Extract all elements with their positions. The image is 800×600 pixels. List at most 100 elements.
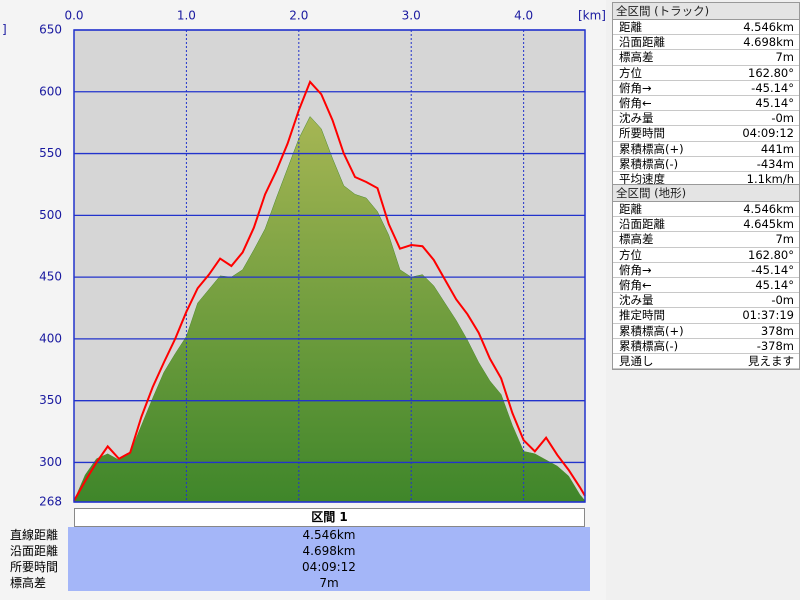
panel-row: 沿面距離 4.645km xyxy=(613,217,799,233)
panel-row: 俯角→ -45.14° xyxy=(613,81,799,96)
row-value: -0m xyxy=(771,111,794,126)
terrain-area xyxy=(73,116,586,503)
row-label: 累積標高(+) xyxy=(619,323,684,338)
row-label: 俯角→ xyxy=(619,80,652,95)
row-label: 沿面距離 xyxy=(619,35,665,50)
row-value: 04:09:12 xyxy=(742,126,794,141)
row-value: 4.546km xyxy=(743,20,794,34)
track-line xyxy=(73,80,586,502)
x-unit-label: [km] xyxy=(578,9,606,23)
row-label: 累積標高(-) xyxy=(619,156,679,171)
panel-row: 俯角→ -45.14° xyxy=(613,263,799,278)
x-tick-label: 4.0 xyxy=(514,9,533,23)
panel-row: 距離 4.546km xyxy=(613,20,799,36)
row-value: -45.14° xyxy=(751,80,794,95)
row-value: 1.1km/h xyxy=(746,171,794,186)
section-label: 標高差 xyxy=(10,576,47,590)
row-value: -378m xyxy=(756,338,794,353)
panel-row: 沈み量 -0m xyxy=(613,111,799,127)
panel-title: 全区間 (地形) xyxy=(613,185,799,202)
section-title: 区間 1 xyxy=(74,508,585,527)
section-table: 区間 1 直線距離 4.546km 沿面距離 4.698km 所要時間 04:09:12 標高… xyxy=(0,506,606,600)
row-label: 方位 xyxy=(619,65,642,80)
section-value: 4.546km xyxy=(68,527,590,543)
y-tick-label: 400 xyxy=(39,331,62,345)
panel-row: 俯角← 45.14° xyxy=(613,277,799,294)
panel-row: 見通し 見えます xyxy=(613,353,799,370)
row-label: 俯角← xyxy=(619,95,652,110)
row-label: 距離 xyxy=(619,202,642,216)
x-tick-label: 1.0 xyxy=(177,9,196,23)
row-label: 標高差 xyxy=(619,232,654,247)
row-value: -45.14° xyxy=(751,262,794,277)
y-tick-label: 500 xyxy=(39,208,62,222)
x-tick-label: 0.0 xyxy=(64,9,83,23)
row-value: 見えます xyxy=(748,353,794,368)
row-label: 見通し xyxy=(619,353,654,368)
row-label: 距離 xyxy=(619,20,642,34)
panel-row: 所要時間 04:09:12 xyxy=(613,126,799,142)
row-value: -434m xyxy=(756,156,794,171)
section-value: 7m xyxy=(68,575,590,591)
row-label: 沈み量 xyxy=(619,111,654,126)
y-tick-label: 450 xyxy=(39,270,62,284)
panel-title: 全区間 (トラック) xyxy=(613,3,799,20)
panel-row: 累積標高(-) -434m xyxy=(613,157,799,172)
section-label: 所要時間 xyxy=(10,560,59,574)
row-value: 45.14° xyxy=(755,277,794,292)
terrain-panel: 全区間 (地形) 距離 4.546km 沿面距離 4.645km 標高差 7m 方位 162.8… xyxy=(612,184,800,371)
y-tick-label: 350 xyxy=(39,393,62,407)
row-label: 累積標高(-) xyxy=(619,338,679,353)
row-value: 162.80° xyxy=(748,65,794,80)
track-panel: 全区間 (トラック) 距離 4.546km 沿面距離 4.698km 標高差 7m 方位 162… xyxy=(612,2,800,189)
row-value: 7m xyxy=(775,50,794,65)
row-label: 累積標高(+) xyxy=(619,141,684,156)
y-tick-label: 650 xyxy=(39,23,62,37)
section-value: 4.698km xyxy=(68,543,590,559)
y-tick-label: 300 xyxy=(39,455,62,469)
row-value: -0m xyxy=(771,293,794,308)
section-label: 沿面距離 xyxy=(10,544,59,558)
row-label: 推定時間 xyxy=(619,308,665,323)
section-label: 直線距離 xyxy=(10,528,59,542)
row-label: 標高差 xyxy=(619,50,654,65)
panel-row: 方位 162.80° xyxy=(613,66,799,81)
row-value: 4.546km xyxy=(743,202,794,216)
row-value: 378m xyxy=(760,323,794,338)
panel-row: 累積標高(+) 441m xyxy=(613,142,799,157)
panel-row: 沿面距離 4.698km xyxy=(613,35,799,51)
x-tick-label: 2.0 xyxy=(289,9,308,23)
row-value: 01:37:19 xyxy=(742,308,794,323)
panel-row: 標高差 7m xyxy=(613,50,799,66)
row-label: 沿面距離 xyxy=(619,217,665,232)
panel-row: 累積標高(+) 378m xyxy=(613,324,799,339)
y-tick-label: 268 xyxy=(39,495,62,509)
row-label: 俯角← xyxy=(619,277,652,292)
row-value: 441m xyxy=(760,141,794,156)
panel-row: 沈み量 -0m xyxy=(613,293,799,309)
row-label: 平均速度 xyxy=(619,171,665,186)
row-label: 所要時間 xyxy=(619,126,665,141)
y-tick-label: 550 xyxy=(39,146,62,160)
panel-row: 推定時間 01:37:19 xyxy=(613,308,799,324)
row-value: 45.14° xyxy=(755,95,794,110)
section-value: 04:09:12 xyxy=(68,559,590,575)
y-tick-label: 600 xyxy=(39,84,62,98)
plot-border xyxy=(73,29,586,503)
x-tick-label: 3.0 xyxy=(402,9,421,23)
y-unit-label: ] xyxy=(2,23,7,37)
row-value: 162.80° xyxy=(748,247,794,262)
panel-row: 距離 4.546km xyxy=(613,202,799,218)
row-value: 7m xyxy=(775,232,794,247)
panel-row: 俯角← 45.14° xyxy=(613,95,799,112)
panel-row: 累積標高(-) -378m xyxy=(613,339,799,354)
row-value: 4.698km xyxy=(743,35,794,50)
row-label: 沈み量 xyxy=(619,293,654,308)
panel-row: 標高差 7m xyxy=(613,232,799,248)
panel-row: 方位 162.80° xyxy=(613,248,799,263)
row-label: 俯角→ xyxy=(619,262,652,277)
row-label: 方位 xyxy=(619,247,642,262)
row-value: 4.645km xyxy=(743,217,794,232)
